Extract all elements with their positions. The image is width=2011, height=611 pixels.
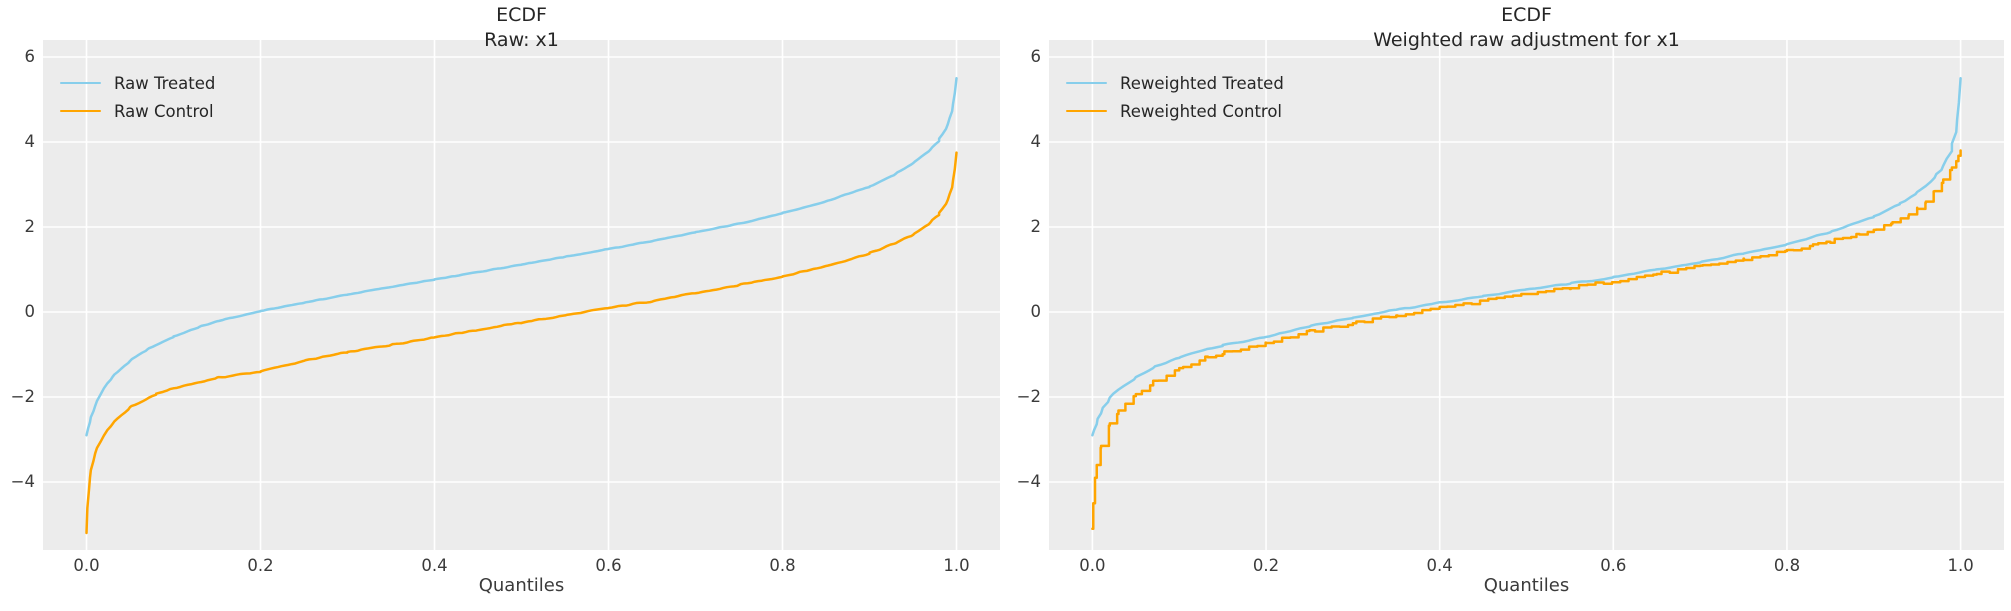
- x-tick-label: 0.8: [769, 556, 796, 575]
- y-tick-label: 4: [1030, 132, 1042, 151]
- y-tick-label: −4: [10, 472, 35, 491]
- y-tick-label: 6: [1030, 47, 1042, 66]
- y-tick-label: 2: [1030, 217, 1042, 236]
- legend-line-sample: [1066, 82, 1107, 84]
- x-tick-label: 0.4: [1426, 556, 1453, 575]
- legend-item: Raw Treated: [60, 69, 215, 97]
- legend-label: Reweighted Treated: [1120, 73, 1284, 93]
- left-plot-title-line1: ECDF: [496, 4, 547, 26]
- x-tick-label: 0.0: [1079, 556, 1106, 575]
- raw-treated-line: [85, 77, 958, 437]
- x-tick-label: 1.0: [943, 556, 970, 575]
- x-tick-label: 0.8: [1773, 556, 1801, 575]
- raw-control-line: [85, 151, 958, 535]
- left-legend: Raw Treated Raw Control: [60, 69, 215, 125]
- reweighted-control-line: [1091, 149, 1962, 530]
- y-tick-label: −4: [1016, 472, 1041, 491]
- x-tick-label: 0.0: [73, 556, 100, 575]
- x-tick-label: 0.2: [247, 556, 274, 575]
- legend-line-sample: [1066, 110, 1107, 112]
- legend-line-sample: [60, 110, 101, 112]
- y-tick-label: 4: [24, 132, 36, 151]
- legend-item: Reweighted Control: [1066, 97, 1284, 125]
- right-plot-title-line1: ECDF: [1501, 4, 1552, 26]
- left-plot-area: [43, 40, 1000, 550]
- legend-line-sample: [60, 82, 101, 84]
- legend-item: Reweighted Treated: [1066, 69, 1284, 97]
- y-tick-label: 0: [1030, 302, 1042, 321]
- right-x-axis-label: Quantiles: [1483, 575, 1570, 596]
- x-tick-label: 0.6: [1600, 556, 1627, 575]
- right-plot-title-line2: Weighted raw adjustment for x1: [1373, 29, 1680, 51]
- right-legend: Reweighted Treated Reweighted Control: [1066, 69, 1284, 125]
- left-plot-title: ECDF Raw: x1: [43, 3, 1000, 53]
- y-tick-label: 6: [24, 47, 36, 66]
- legend-label: Raw Treated: [114, 73, 216, 93]
- reweighted-treated-line: [1091, 77, 1962, 437]
- y-tick-label: 2: [24, 217, 36, 236]
- y-tick-label: 0: [24, 302, 36, 321]
- legend-label: Raw Control: [114, 101, 214, 121]
- y-tick-label: −2: [1016, 387, 1041, 406]
- x-tick-label: 0.2: [1252, 556, 1280, 575]
- x-tick-label: 0.4: [421, 556, 448, 575]
- legend-label: Reweighted Control: [1120, 101, 1283, 121]
- legend-item: Raw Control: [60, 97, 215, 125]
- left-x-axis-label: Quantiles: [478, 575, 565, 596]
- right-plot-title: ECDF Weighted raw adjustment for x1: [1049, 3, 2004, 53]
- x-tick-label: 0.6: [595, 556, 622, 575]
- y-tick-label: −2: [10, 387, 35, 406]
- left-plot-title-line2: Raw: x1: [484, 29, 559, 51]
- x-tick-label: 1.0: [1947, 556, 1974, 575]
